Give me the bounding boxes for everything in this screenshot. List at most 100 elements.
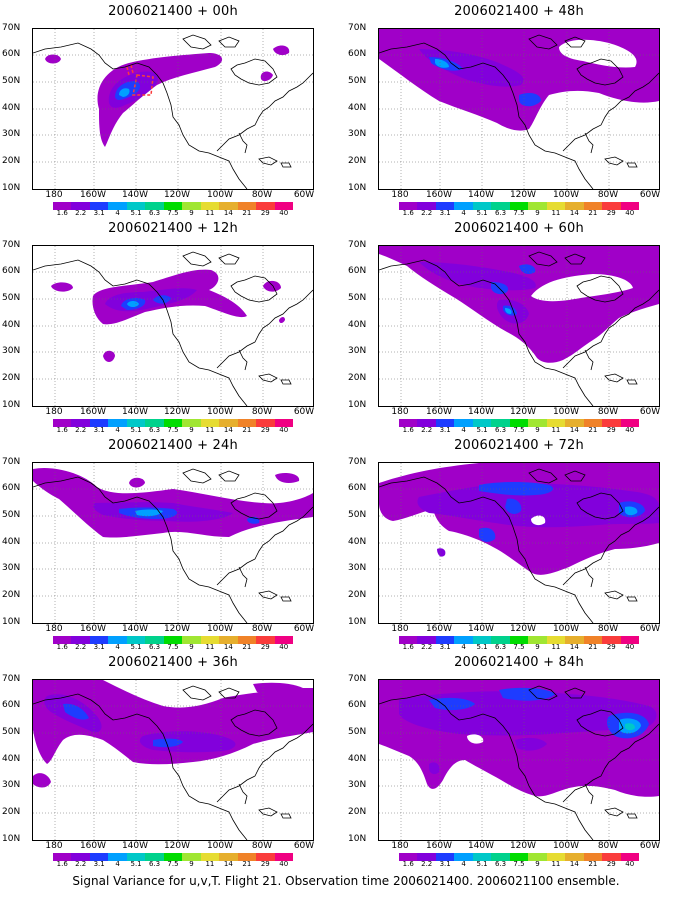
map-frame	[32, 245, 314, 407]
colorbar-swatch	[546, 636, 566, 644]
variance-contour	[153, 738, 183, 748]
colorbar-swatch	[71, 419, 90, 427]
lat-tick-label: 70N	[348, 23, 367, 33]
coastline	[33, 468, 313, 623]
colorbar-labels: 1.6 2.2 3.1 4 5.1 6.3 7.5 9 11 14 21 29 40	[399, 209, 639, 217]
lon-tick-label: 180	[45, 190, 63, 200]
colorbar-swatch	[145, 419, 164, 427]
colorbar	[399, 853, 640, 861]
lon-tick-label: 140W	[121, 190, 149, 200]
colorbar-label: 40	[279, 426, 289, 434]
colorbar-label: 29	[606, 643, 616, 651]
colorbar-swatch	[620, 419, 640, 427]
colorbar-label: 4	[115, 860, 120, 868]
lat-tick-label: 50N	[348, 293, 367, 303]
colorbar-label: 9	[535, 643, 540, 651]
colorbar-labels: 1.6 2.2 3.1 4 5.1 6.3 7.5 9 11 14 21 29 40	[53, 209, 293, 217]
lat-tick-label: 50N	[348, 76, 367, 86]
lat-tick-label: 10N	[2, 400, 21, 410]
map-canvas	[379, 463, 659, 623]
variance-contour	[625, 723, 635, 731]
colorbar-swatch	[274, 202, 294, 210]
colorbar-label: 40	[625, 860, 635, 868]
variance-contour	[625, 506, 638, 516]
variance-contour	[51, 282, 73, 292]
colorbar-swatch	[89, 202, 109, 210]
colorbar-swatch	[491, 853, 510, 861]
colorbar-label: 3.1	[93, 643, 105, 651]
lon-tick-label: 160W	[79, 407, 107, 417]
variance-contour	[275, 473, 300, 483]
variance-contour	[531, 274, 633, 302]
colorbar-swatch	[491, 419, 510, 427]
colorbar-swatch	[89, 636, 109, 644]
lon-tick-label: 60W	[639, 624, 661, 634]
lon-tick-label: 60W	[293, 190, 315, 200]
lat-tick-label: 40N	[348, 537, 367, 547]
lat-tick-label: 70N	[2, 457, 21, 467]
lon-tick-label: 60W	[639, 407, 661, 417]
colorbar-label: 40	[279, 209, 289, 217]
colorbar-swatch	[417, 202, 436, 210]
colorbar-swatch	[399, 202, 418, 210]
colorbar	[53, 853, 294, 861]
lat-tick-label: 50N	[348, 727, 367, 737]
colorbar-swatch	[509, 419, 529, 427]
colorbar-label: 21	[588, 860, 598, 868]
colorbar-swatch	[472, 853, 492, 861]
lat-tick-label: 60N	[348, 266, 367, 276]
lon-tick-label: 180	[391, 624, 409, 634]
map-panel-p72: 2006021400 + 72h 70N 60N 50N 40N 30N 20N 10N 180…	[346, 434, 692, 651]
colorbar	[399, 636, 640, 644]
colorbar-label: 5.1	[476, 860, 488, 868]
lat-tick-label: 30N	[348, 563, 367, 573]
variance-contour	[505, 308, 512, 314]
colorbar-swatch	[237, 202, 257, 210]
variance-contour	[103, 350, 115, 362]
lat-tick-label: 70N	[348, 674, 367, 684]
colorbar-label: 5.1	[476, 209, 488, 217]
colorbar-swatch	[454, 853, 473, 861]
lat-tick-label: 70N	[348, 240, 367, 250]
colorbar-swatch	[583, 202, 603, 210]
lon-tick-label: 140W	[467, 190, 495, 200]
lon-tick-label: 140W	[467, 407, 495, 417]
variance-contour	[437, 548, 446, 557]
colorbar-label: 4	[115, 426, 120, 434]
colorbar-swatch	[491, 636, 510, 644]
lon-tick-label: 100W	[206, 841, 234, 851]
panel-title: 2006021400 + 12h	[108, 221, 238, 236]
colorbar-label: 6.3	[148, 860, 161, 868]
colorbar-label: 1.6	[402, 209, 414, 217]
colorbar	[399, 419, 640, 427]
colorbar-swatch	[472, 636, 492, 644]
colorbar-label: 3.1	[93, 860, 105, 868]
colorbar-label: 2.2	[421, 209, 433, 217]
colorbar-labels: 1.6 2.2 3.1 4 5.1 6.3 7.5 9 11 14 21 29 40	[53, 643, 293, 651]
colorbar-swatch	[89, 419, 109, 427]
colorbar-swatch	[435, 636, 455, 644]
colorbar-swatch	[256, 202, 275, 210]
lon-tick-label: 160W	[425, 624, 453, 634]
colorbar-label: 7.5	[167, 643, 179, 651]
map-panel-p36: 2006021400 + 36h 70N 60N 50N 40N 30N 20N 10N 180…	[0, 651, 346, 868]
colorbar-swatch	[219, 853, 238, 861]
map-frame	[378, 28, 660, 190]
colorbar-label: 9	[189, 209, 194, 217]
variance-contour	[519, 264, 536, 274]
panel-title: 2006021400 + 84h	[454, 655, 584, 670]
lat-tick-label: 50N	[2, 727, 21, 737]
lon-tick-label: 100W	[552, 841, 580, 851]
colorbar-label: 4	[461, 860, 466, 868]
variance-contour	[467, 734, 484, 744]
colorbar-swatch	[256, 636, 275, 644]
colorbar-swatch	[274, 636, 294, 644]
colorbar-swatch	[200, 636, 220, 644]
colorbar-swatch	[108, 419, 127, 427]
lat-tick-label: 70N	[2, 674, 21, 684]
lat-tick-label: 60N	[2, 266, 21, 276]
colorbar-label: 7.5	[167, 860, 179, 868]
map-frame	[378, 679, 660, 841]
variance-contour	[129, 477, 145, 488]
colorbar-swatch	[163, 419, 183, 427]
